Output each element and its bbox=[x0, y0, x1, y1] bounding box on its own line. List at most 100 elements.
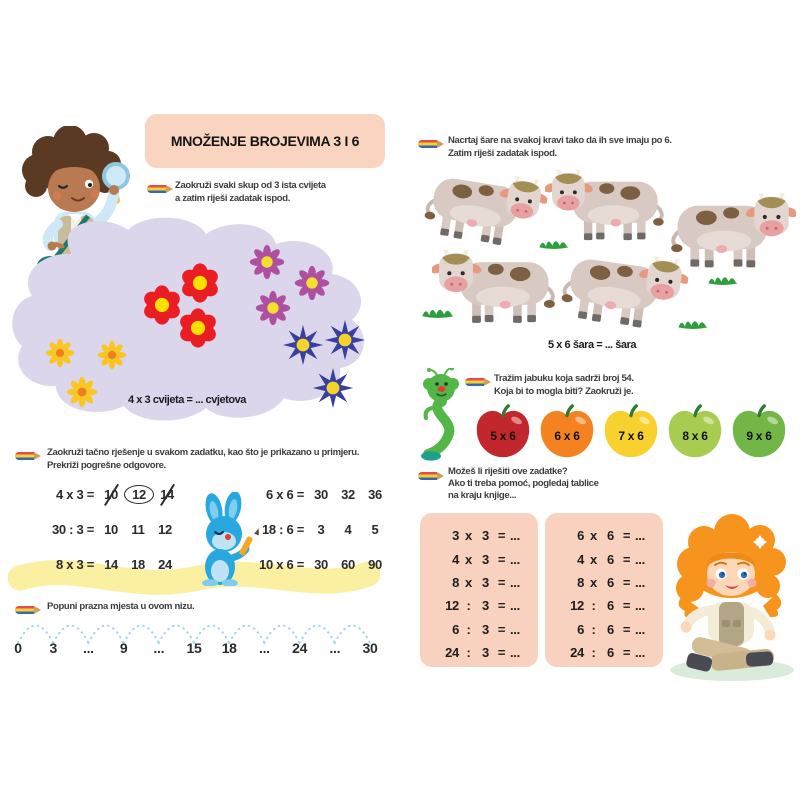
flower-purple-icon[interactable] bbox=[255, 290, 291, 326]
table-row: 6:6 =... bbox=[560, 618, 663, 641]
bunny-pencil-icon bbox=[239, 536, 253, 556]
answer-blank[interactable]: ... bbox=[635, 621, 645, 637]
apple-label: 7 x 6 bbox=[618, 429, 644, 443]
answer-blank[interactable]: ... bbox=[510, 528, 520, 544]
number-sequence: 0 3... 9... 15 18... 24... 30 bbox=[10, 640, 382, 666]
answer-option[interactable]: 14 bbox=[157, 487, 177, 502]
answer-option[interactable]: 4 bbox=[344, 521, 352, 537]
table-cell: 3 bbox=[482, 551, 489, 567]
sequence-blank[interactable]: ... bbox=[329, 640, 341, 656]
table-cell: 3 bbox=[452, 528, 459, 544]
table-cell: = bbox=[622, 528, 631, 544]
answer-option[interactable]: 18 bbox=[131, 556, 145, 572]
answer-option[interactable]: 24 bbox=[158, 556, 172, 572]
table-row: 8 x 3 =... bbox=[435, 571, 538, 594]
table-cell: 24 bbox=[445, 645, 459, 661]
flower-red-icon[interactable] bbox=[180, 263, 220, 303]
pencil-icon bbox=[418, 140, 444, 148]
answer-blank[interactable]: ... bbox=[510, 621, 520, 637]
cows-equation: 5 x 6 šara = ... šara bbox=[548, 339, 637, 351]
pencil-icon bbox=[15, 606, 41, 614]
answer-option[interactable]: 90 bbox=[368, 556, 382, 572]
tables-instruction-line3: na kraju knjige... bbox=[448, 490, 517, 501]
apple[interactable]: 9 x 6 bbox=[728, 404, 790, 462]
flower-blue-icon[interactable] bbox=[323, 318, 367, 362]
answer-blank[interactable]: ... bbox=[635, 574, 645, 590]
answer-option[interactable]: 12 bbox=[124, 484, 154, 504]
flower-red-icon[interactable] bbox=[142, 285, 182, 325]
table-row: 3 x 3 =... bbox=[435, 524, 538, 547]
flower-purple-icon[interactable] bbox=[294, 265, 330, 301]
boy-explorer-illustration bbox=[22, 126, 130, 310]
answer-option[interactable]: 60 bbox=[341, 556, 355, 572]
flower-blue-icon[interactable] bbox=[311, 366, 355, 410]
answer-blank[interactable]: ... bbox=[510, 551, 520, 567]
flower-yellow-icon[interactable] bbox=[45, 338, 75, 368]
answer-option[interactable]: 30 bbox=[314, 556, 328, 572]
table-cell: : bbox=[591, 598, 596, 614]
table-row: 12:3 =... bbox=[435, 594, 538, 617]
answer-option[interactable]: 10 bbox=[101, 487, 121, 502]
answer-option[interactable]: 5 bbox=[371, 521, 379, 537]
table-cell: x bbox=[465, 528, 472, 544]
flower-red-icon[interactable] bbox=[178, 308, 218, 348]
hair-flower-icon bbox=[753, 535, 767, 549]
table-cell: 12 bbox=[570, 598, 584, 614]
table-cell: 6 bbox=[607, 645, 614, 661]
sequence-blank[interactable]: ... bbox=[153, 640, 165, 656]
answer-option[interactable]: 32 bbox=[341, 486, 355, 502]
answer-option[interactable]: 3 bbox=[317, 521, 325, 537]
flowers-equation: 4 x 3 cvijeta = ... cvjetova bbox=[128, 394, 246, 406]
table-cell: = bbox=[622, 551, 631, 567]
apple[interactable]: 8 x 6 bbox=[664, 404, 726, 462]
flower-blue-icon[interactable] bbox=[281, 323, 325, 367]
yellow-highlight-band bbox=[8, 560, 380, 595]
answer-option[interactable]: 14 bbox=[104, 556, 118, 572]
table-cell: 12 bbox=[445, 598, 459, 614]
problem-expression: 4 x 3 = bbox=[55, 486, 94, 502]
flower-yellow-icon[interactable] bbox=[66, 376, 98, 408]
problem-expression: 10 x 6 = bbox=[259, 556, 304, 572]
table-cell: x bbox=[590, 551, 597, 567]
flower-purple-icon[interactable] bbox=[249, 244, 285, 280]
answer-blank[interactable]: ... bbox=[510, 574, 520, 590]
sequence-blank[interactable]: ... bbox=[259, 640, 270, 656]
apple[interactable]: 5 x 6 bbox=[472, 404, 534, 462]
answer-blank[interactable]: ... bbox=[635, 528, 645, 544]
sequence-blank[interactable]: ... bbox=[83, 640, 94, 656]
pencil-icon bbox=[15, 452, 41, 460]
apple[interactable]: 6 x 6 bbox=[536, 404, 598, 462]
cows-instruction-line2: Zatim riješi zadatak ispod. bbox=[448, 148, 557, 159]
sequence-number: 0 bbox=[14, 640, 22, 656]
answer-option[interactable]: 36 bbox=[368, 486, 382, 502]
table-row: 24:6 =... bbox=[560, 641, 663, 664]
answer-option[interactable]: 30 bbox=[314, 486, 328, 502]
cow-illustration[interactable] bbox=[432, 248, 558, 330]
answer-blank[interactable]: ... bbox=[510, 645, 520, 661]
apples-instruction-line2: Koja bi to mogla biti? Zaokruži je. bbox=[494, 386, 634, 397]
sequence-number: 30 bbox=[362, 640, 378, 656]
apple-icon bbox=[540, 404, 594, 458]
answer-blank[interactable]: ... bbox=[510, 598, 520, 614]
problem-expression: 6 x 6 = bbox=[265, 486, 304, 502]
answer-option[interactable]: 11 bbox=[131, 521, 145, 537]
answer-option[interactable]: 10 bbox=[104, 521, 118, 537]
answer-blank[interactable]: ... bbox=[635, 551, 645, 567]
cow-illustration[interactable] bbox=[545, 168, 667, 247]
apple[interactable]: 7 x 6 bbox=[600, 404, 662, 462]
table-cell: = bbox=[622, 574, 631, 590]
flower-yellow-icon[interactable] bbox=[97, 340, 127, 370]
table-cell: : bbox=[591, 645, 596, 661]
table-row: 24:3 =... bbox=[435, 641, 538, 664]
cow-illustration[interactable] bbox=[555, 242, 691, 341]
cow-illustration[interactable] bbox=[418, 161, 551, 258]
magnifier-icon bbox=[102, 162, 130, 190]
worm-illustration bbox=[421, 368, 459, 461]
answer-option[interactable]: 12 bbox=[158, 521, 172, 537]
answer-blank[interactable]: ... bbox=[635, 645, 645, 661]
table-cell: 3 bbox=[482, 598, 489, 614]
circle-instruction-line2: Prekriži pogrešne odgovore. bbox=[47, 460, 166, 471]
problem-row: 4 x 3 = 10 12 14 bbox=[42, 481, 177, 507]
answer-blank[interactable]: ... bbox=[635, 598, 645, 614]
